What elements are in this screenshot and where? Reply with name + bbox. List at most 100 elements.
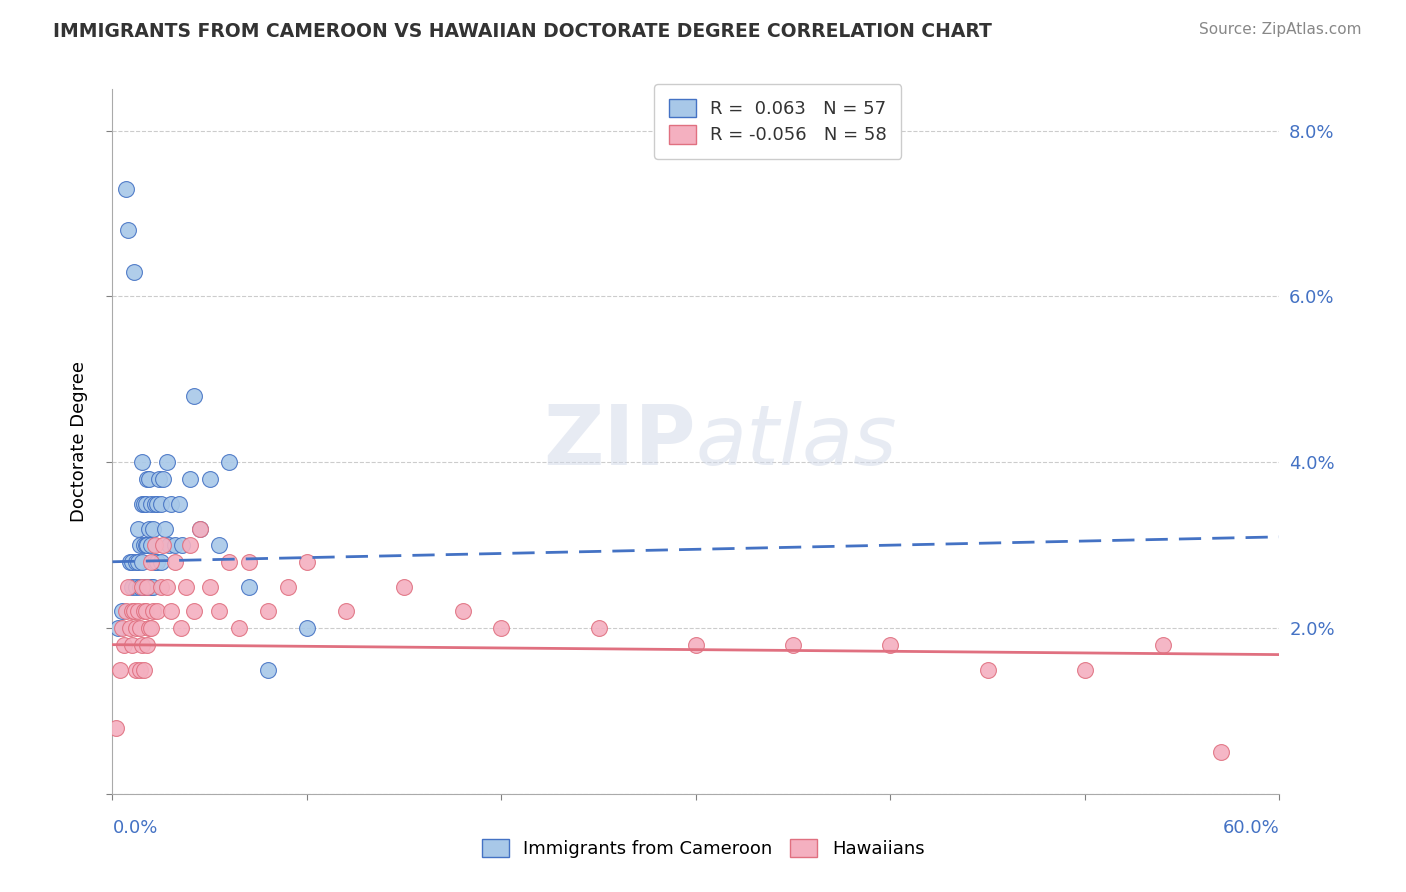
Text: ZIP: ZIP: [544, 401, 696, 482]
Point: [179, 538, 201, 552]
Legend: Immigrants from Cameroon, Hawaiians: Immigrants from Cameroon, Hawaiians: [472, 830, 934, 867]
Point: [138, 522, 160, 536]
Point: [188, 522, 211, 536]
Point: [179, 472, 201, 486]
Point: [125, 663, 148, 677]
Point: [238, 555, 260, 569]
Point: [138, 621, 160, 635]
Point: [976, 663, 998, 677]
Point: [136, 638, 159, 652]
Text: 0.0%: 0.0%: [112, 819, 157, 837]
Point: [143, 538, 166, 552]
Point: [183, 389, 205, 403]
Point: [257, 605, 280, 619]
Point: [295, 555, 318, 569]
Point: [131, 497, 153, 511]
Point: [218, 555, 240, 569]
Point: [128, 580, 150, 594]
Point: [110, 663, 132, 677]
Point: [131, 580, 153, 594]
Text: 60.0%: 60.0%: [1223, 819, 1279, 837]
Point: [122, 605, 145, 619]
Point: [152, 538, 174, 552]
Point: [122, 264, 145, 278]
Point: [1152, 638, 1174, 652]
Point: [135, 605, 157, 619]
Point: [198, 472, 221, 486]
Point: [394, 580, 416, 594]
Point: [150, 580, 173, 594]
Text: Source: ZipAtlas.com: Source: ZipAtlas.com: [1198, 22, 1361, 37]
Point: [169, 621, 191, 635]
Point: [121, 555, 143, 569]
Point: [172, 538, 194, 552]
Point: [451, 605, 474, 619]
Point: [146, 605, 169, 619]
Text: atlas: atlas: [696, 401, 897, 482]
Point: [117, 223, 139, 237]
Point: [208, 538, 231, 552]
Point: [131, 638, 153, 652]
Point: [111, 621, 134, 635]
Point: [121, 638, 143, 652]
Point: [132, 538, 155, 552]
Point: [132, 580, 155, 594]
Point: [121, 580, 143, 594]
Point: [142, 522, 165, 536]
Legend: R =  0.063   N = 57, R = -0.056   N = 58: R = 0.063 N = 57, R = -0.056 N = 58: [654, 84, 901, 159]
Point: [152, 472, 174, 486]
Y-axis label: Doctorate Degree: Doctorate Degree: [70, 361, 89, 522]
Point: [198, 580, 221, 594]
Point: [128, 538, 150, 552]
Point: [879, 638, 901, 652]
Point: [127, 605, 149, 619]
Point: [160, 497, 183, 511]
Point: [146, 497, 169, 511]
Point: [143, 555, 166, 569]
Point: [128, 621, 150, 635]
Point: [138, 580, 160, 594]
Point: [115, 182, 138, 196]
Point: [105, 721, 128, 735]
Point: [118, 621, 141, 635]
Point: [163, 555, 186, 569]
Point: [136, 580, 159, 594]
Point: [188, 522, 211, 536]
Point: [107, 621, 129, 635]
Point: [218, 455, 240, 469]
Point: [1209, 746, 1232, 760]
Point: [160, 605, 183, 619]
Point: [276, 580, 298, 594]
Point: [176, 580, 198, 594]
Point: [782, 638, 804, 652]
Point: [136, 538, 159, 552]
Point: [141, 580, 163, 594]
Point: [125, 621, 148, 635]
Point: [153, 522, 176, 536]
Point: [148, 472, 170, 486]
Point: [125, 580, 148, 594]
Point: [135, 580, 157, 594]
Point: [295, 621, 318, 635]
Point: [143, 497, 166, 511]
Point: [150, 555, 173, 569]
Point: [141, 621, 163, 635]
Point: [157, 538, 180, 552]
Point: [131, 455, 153, 469]
Point: [132, 663, 155, 677]
Point: [135, 538, 157, 552]
Point: [141, 538, 163, 552]
Point: [111, 605, 134, 619]
Point: [156, 580, 179, 594]
Point: [131, 555, 153, 569]
Point: [138, 472, 160, 486]
Point: [167, 497, 190, 511]
Text: IMMIGRANTS FROM CAMEROON VS HAWAIIAN DOCTORATE DEGREE CORRELATION CHART: IMMIGRANTS FROM CAMEROON VS HAWAIIAN DOC…: [53, 22, 993, 41]
Point: [183, 605, 205, 619]
Point: [132, 605, 155, 619]
Point: [115, 605, 138, 619]
Point: [132, 497, 155, 511]
Point: [208, 605, 231, 619]
Point: [685, 638, 707, 652]
Point: [135, 497, 157, 511]
